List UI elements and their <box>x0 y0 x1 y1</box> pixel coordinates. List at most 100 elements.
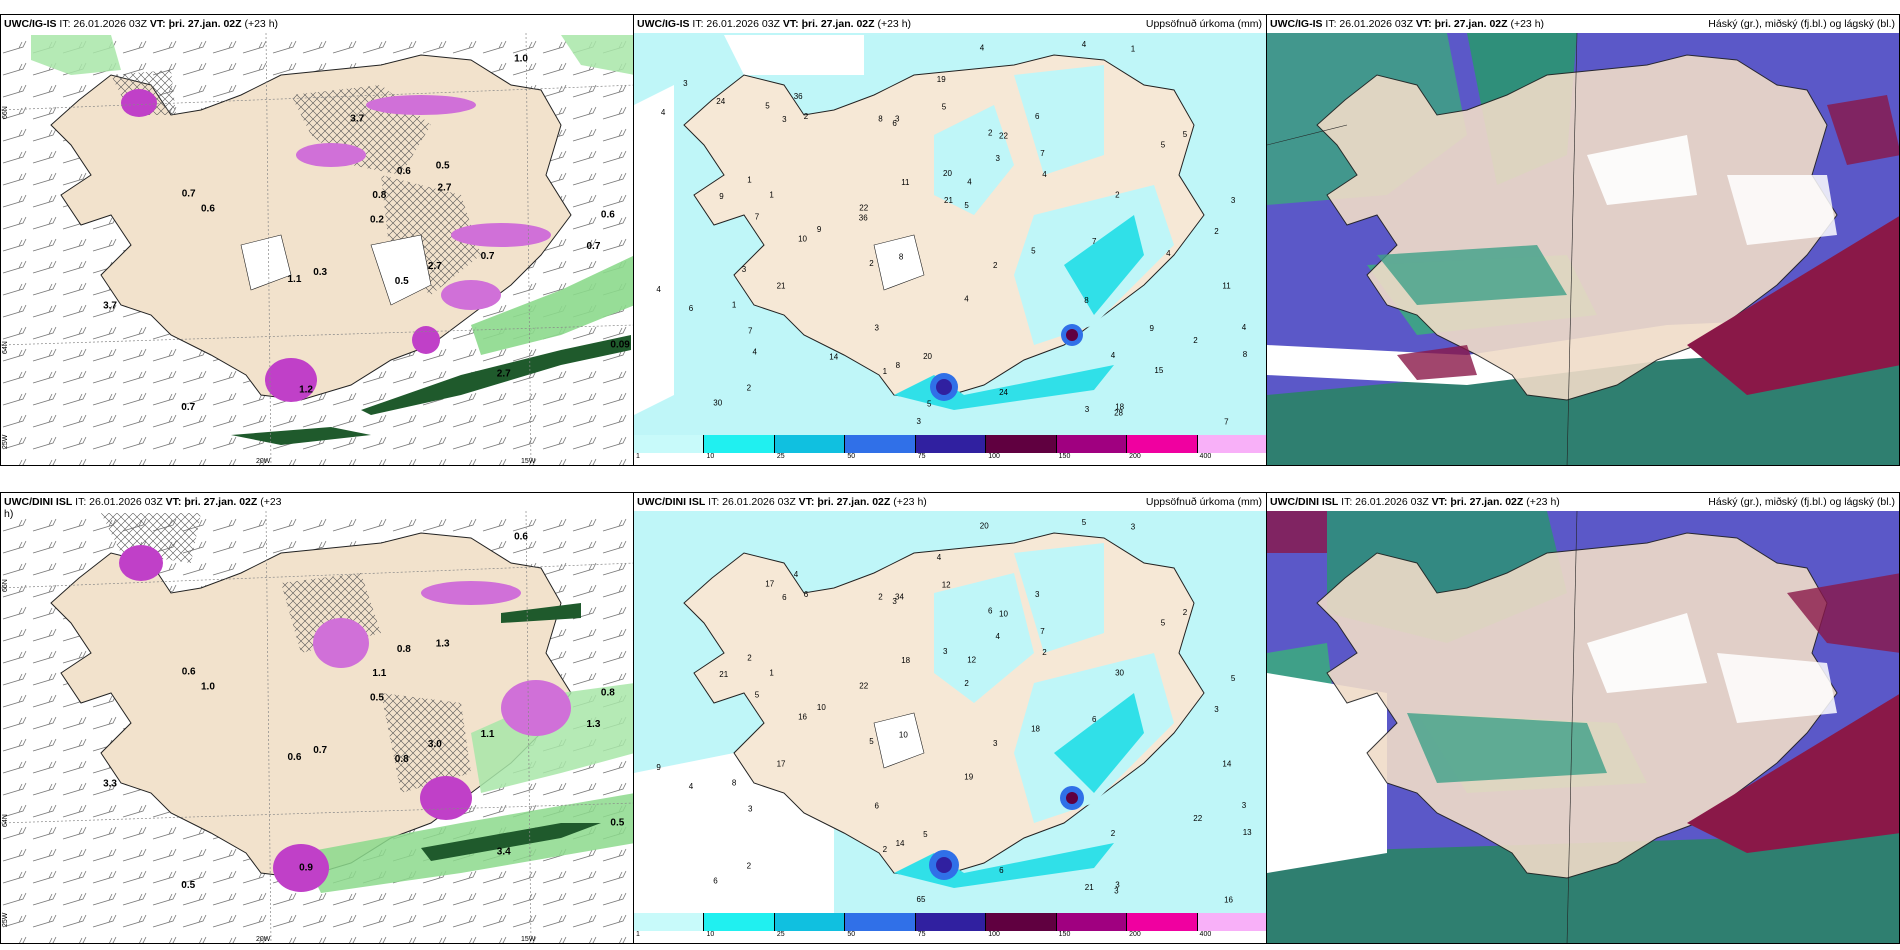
colorbar-segment <box>1056 435 1128 453</box>
precip-value-label: 30 <box>713 398 722 407</box>
precip-dark-green <box>361 335 631 415</box>
glacier <box>370 234 432 306</box>
precip-value-label: 1.2 <box>299 384 313 395</box>
colorbar-label: 1 <box>636 453 640 460</box>
precip-magenta <box>313 618 369 668</box>
precip-value-label: 5 <box>1161 140 1166 149</box>
precip-value-label: 0.7 <box>313 745 327 756</box>
precip-value-label: 2 <box>747 862 752 871</box>
precip-value-label: 0.6 <box>514 532 528 543</box>
precip-value-label: 3 <box>1231 196 1236 205</box>
lon-label: 20W <box>256 458 271 465</box>
precip-value-label: 2.7 <box>428 261 442 272</box>
precip-value-label: 4 <box>661 108 666 117</box>
precip-magenta <box>296 143 366 167</box>
precip-value-label: 17 <box>777 760 786 769</box>
precip-value-label: 1.3 <box>436 639 450 650</box>
precip-value-label: 3.4 <box>497 846 511 857</box>
precip-value-label: 4 <box>964 295 969 304</box>
colorbar-label: 150 <box>1058 453 1071 460</box>
precip-value-label: 0.3 <box>313 267 327 278</box>
precip-value-label: 15 <box>1154 366 1163 375</box>
precip-green <box>31 35 121 75</box>
precip-value-label: 3 <box>782 115 787 124</box>
precip-value-label: 0.8 <box>397 644 411 655</box>
precip-value-label: 2 <box>747 384 752 393</box>
precip-green <box>471 683 633 793</box>
precip-value-label: 3 <box>892 597 897 606</box>
precip-value-label: 9 <box>1150 324 1155 333</box>
colorbar-segment <box>774 435 846 453</box>
precip-value-label: 21 <box>777 282 786 291</box>
precip-value-label: 11 <box>1222 282 1231 291</box>
precip-value-label: 1.0 <box>201 682 215 693</box>
precip-value-label: 2 <box>964 679 969 688</box>
precip-value-label: 14 <box>896 839 905 848</box>
lon-label: 20W <box>256 936 271 943</box>
precip-value-label: 10 <box>899 731 908 740</box>
precip-value-label: 0.5 <box>370 693 384 704</box>
precip-max <box>936 857 952 873</box>
precip-value-label: 1 <box>747 176 752 185</box>
precip-value-label: 3 <box>996 154 1001 163</box>
precip-value-label: 3 <box>943 647 948 656</box>
precip-value-label: 7 <box>748 326 753 335</box>
precip-value-label: 1.1 <box>372 668 386 679</box>
precip-magenta <box>273 844 329 892</box>
precip-value-label: 6 <box>1092 715 1097 724</box>
precip-cyan-area <box>934 573 1034 703</box>
precip-value-label: 6 <box>1035 112 1040 121</box>
white-area <box>634 85 674 415</box>
precip-value-label: 4 <box>1042 170 1047 179</box>
colorbar-label: 10 <box>706 453 715 460</box>
precip-value-label: 0.09 <box>610 339 630 350</box>
precip-value-label: 0.5 <box>610 817 624 828</box>
precip-value-label: 0.7 <box>182 188 196 199</box>
precip-value-label: 0.6 <box>288 752 302 763</box>
colorbar-label: 400 <box>1199 931 1212 938</box>
white-area <box>724 35 864 75</box>
colorbar-segment <box>915 913 987 931</box>
clear-white <box>1267 673 1387 873</box>
precip-value-label: 4 <box>656 285 661 294</box>
precip-value-label: 0.7 <box>181 402 195 413</box>
precip-value-label: 1 <box>883 367 888 376</box>
colorbar-label: 25 <box>776 453 785 460</box>
precip-value-label: 36 <box>859 213 868 222</box>
colorbar-label: 100 <box>988 453 1000 460</box>
precip-value-label: 9 <box>817 225 822 234</box>
precip-magenta <box>501 680 571 736</box>
precip-value-label: 1 <box>732 301 737 310</box>
map-accum-precip: 1124321142327785445456677681024845493218… <box>634 33 1266 443</box>
precip-value-label: 8 <box>1084 296 1089 305</box>
colorbar-segment <box>1056 913 1128 931</box>
precip-value-label: 3 <box>1131 522 1136 531</box>
precip-value-label: 5 <box>1183 130 1188 139</box>
precip-value-label: 2 <box>1193 336 1198 345</box>
precip-value-label: 6 <box>999 866 1004 875</box>
colorbar-segment <box>704 913 775 931</box>
precip-max <box>1066 329 1078 341</box>
precip-value-label: 10 <box>817 703 826 712</box>
precip-value-label: 7 <box>1040 627 1045 636</box>
clear-white <box>1727 175 1837 245</box>
precip-value-label: 21 <box>944 196 953 205</box>
mid-cloud <box>1407 713 1607 783</box>
iceland-landmass <box>50 54 572 401</box>
precip-value-label: 6 <box>804 590 809 599</box>
precip-value-label: 2 <box>883 845 888 854</box>
precip-value-label: 4 <box>1166 249 1171 258</box>
panel-field-title: Háský (gr.), miðský (fj.bl.) og lágský (… <box>1708 496 1895 508</box>
panel-ig-is-accum-precip: UWC/IG-IS IT: 26.01.2026 03Z VT: þri. 27… <box>633 14 1267 466</box>
precip-value-label: 3 <box>1114 886 1119 895</box>
panel-title: UWC/IG-IS IT: 26.01.2026 03Z VT: þri. 27… <box>637 18 912 30</box>
precip-value-label: 5 <box>765 102 770 111</box>
precip-magenta <box>420 776 472 820</box>
precip-magenta <box>451 223 551 247</box>
lon-label: 15W <box>521 936 536 943</box>
precip-value-labels: 0.7 0.6 0.7 0.09 0.6 0.5 1.0 1.2 0.8 0.7 0.6 1.1 0.7… <box>103 54 630 413</box>
precip-cyan-area <box>1014 543 1104 653</box>
precip-magenta <box>421 581 521 605</box>
map-clouds <box>1267 510 1899 943</box>
colorbar-segment <box>986 435 1057 453</box>
